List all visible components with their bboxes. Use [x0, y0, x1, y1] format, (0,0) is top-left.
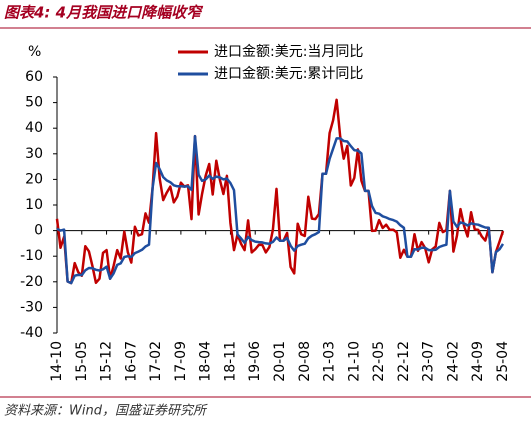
legend-label: 进口金额:美元:当月同比 [214, 44, 363, 60]
x-tick-label: 20-08 [297, 341, 313, 382]
y-tick-label: 40 [25, 120, 43, 136]
x-tick-label: 21-10 [346, 341, 362, 382]
legend-label: 进口金额:美元:累计同比 [214, 66, 363, 82]
x-tick-label: 17-02 [148, 341, 164, 382]
y-tick-label: -30 [20, 299, 43, 315]
series-line [55, 98, 505, 285]
y-tick-label: 0 [34, 223, 43, 239]
y-tick-label: 60 [25, 69, 43, 85]
series-line [56, 134, 505, 285]
x-tick-label: 22-05 [371, 341, 387, 382]
x-tick-label: 25-04 [495, 341, 511, 382]
chart-title: 图表4: 4月我国进口降幅收窄 [4, 4, 204, 22]
x-tick-label: 16-07 [123, 341, 139, 382]
x-tick-label: 20-01 [272, 341, 288, 382]
y-tick-label: 30 [25, 146, 43, 162]
y-axis-label: % [28, 44, 41, 60]
x-tick-label: 21-03 [322, 341, 338, 382]
x-tick-label: 18-04 [198, 341, 214, 382]
x-tick-label: 24-02 [445, 341, 461, 382]
x-tick-label: 23-07 [421, 341, 437, 382]
x-tick-label: 24-09 [470, 341, 486, 382]
source: 资料来源：Wind，国盛证券研究所 [4, 403, 208, 419]
y-tick-label: -20 [20, 274, 43, 290]
y-tick-label: -40 [20, 325, 43, 341]
x-tick-label: 14-10 [49, 341, 65, 382]
y-tick-label: 50 [25, 95, 43, 111]
y-tick-label: -10 [20, 248, 43, 264]
x-tick-label: 17-09 [173, 341, 189, 382]
x-tick-label: 15-05 [74, 341, 90, 382]
x-tick-label: 19-06 [247, 341, 263, 382]
x-tick-label: 15-12 [99, 341, 115, 382]
y-tick-label: 20 [25, 171, 43, 187]
x-tick-label: 22-12 [396, 341, 412, 382]
x-tick-label: 18-11 [222, 341, 238, 382]
y-tick-label: 10 [25, 197, 43, 213]
